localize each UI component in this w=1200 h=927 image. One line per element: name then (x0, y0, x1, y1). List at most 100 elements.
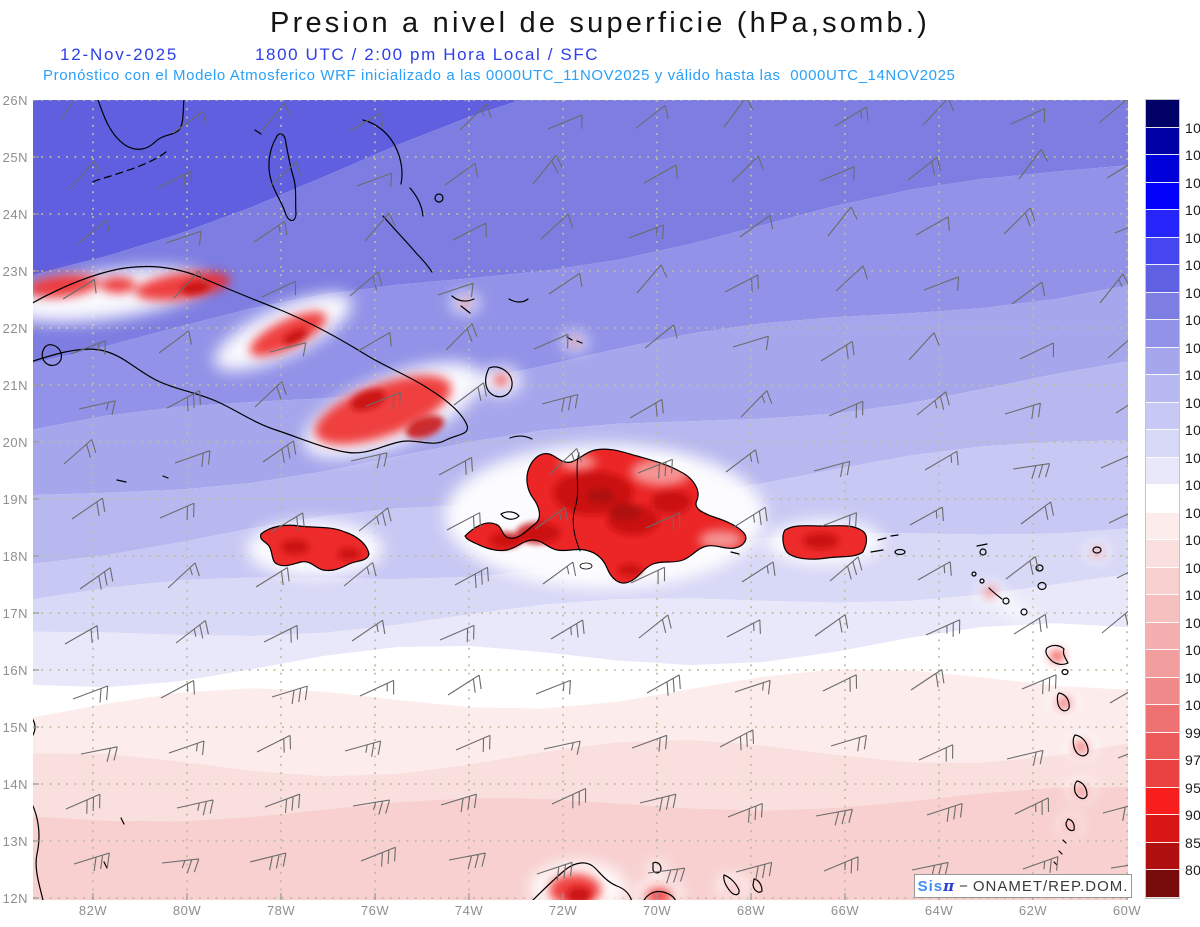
wind-barb (437, 282, 474, 298)
wind-barb (830, 734, 867, 752)
wind-barb (158, 330, 193, 354)
wind-barb (1006, 749, 1044, 766)
wind-barb (814, 614, 849, 637)
wind-barb (263, 625, 299, 643)
eleuthera-coastline (362, 119, 403, 185)
wind-barb (911, 861, 949, 880)
curacao-coastline (723, 874, 740, 896)
colorbar-segment-12 (1146, 430, 1179, 458)
colorbar-label-1008: 1008 (1185, 587, 1200, 604)
wind-barb (548, 272, 583, 295)
wind-barb (455, 734, 491, 753)
wind-barb (249, 852, 287, 871)
pressure-band-11 (33, 786, 1128, 900)
colorbar-segment-11 (1146, 402, 1179, 431)
lake-enriquillo (579, 562, 593, 570)
wind-barb (166, 390, 201, 412)
pressure-band-10 (33, 739, 1128, 822)
providencia-coastline (120, 817, 125, 825)
wind-barb (352, 799, 391, 815)
wind-barb (71, 497, 106, 520)
colorbar-label-1018: 1018 (1185, 367, 1200, 384)
wind-barb (723, 100, 754, 128)
great-inagua-coastline (485, 366, 513, 398)
bimini-coastline (254, 129, 262, 135)
wind-barb (360, 846, 396, 867)
wind-barb (909, 506, 944, 526)
haiti-dr-border (572, 452, 581, 552)
cat-island-coastline (409, 187, 424, 217)
pressure-map-canvas (33, 100, 1128, 900)
colorbar-segment-14 (1146, 485, 1179, 513)
colorbar-segment-2 (1146, 155, 1179, 183)
colorbar-label-1030: 1030 (1185, 202, 1200, 219)
wind-barb (829, 556, 863, 582)
wind-barb (159, 502, 195, 521)
colorbar-segment-28 (1146, 870, 1179, 898)
wind-barb (550, 619, 585, 640)
wind-barb (822, 674, 858, 692)
credit-org: ONAMET/REP.DOM. (972, 877, 1129, 895)
dominica-coastline (1056, 692, 1070, 712)
wind-barb (907, 156, 941, 181)
wind-barb (813, 460, 851, 478)
lat-label-18N: 18N (2, 549, 28, 564)
wind-barb (1013, 613, 1048, 635)
lat-label-14N: 14N (2, 777, 28, 792)
wind-barb (643, 164, 678, 184)
wind-barb (446, 512, 481, 531)
colorbar-segment-9 (1146, 347, 1179, 376)
map-title: Presion a nivel de superficie (hPa,somb.… (270, 7, 930, 39)
wind-barb (639, 793, 677, 812)
colorbar-label-990: 990 (1185, 724, 1200, 741)
lon-label-80W: 80W (172, 903, 202, 918)
lat-label-17N: 17N (2, 606, 28, 621)
colorbar-segment-27 (1146, 842, 1179, 871)
colorbar-segment-24 (1146, 760, 1179, 788)
exuma-chain-coastline (382, 215, 433, 273)
wind-barb (635, 104, 669, 129)
colorbar-label-1028: 1028 (1185, 229, 1200, 246)
colorbar-label-1050: 1050 (1185, 119, 1200, 136)
wind-barb (820, 340, 855, 362)
jamaica-coastline (260, 524, 370, 572)
wind-barb (167, 562, 200, 589)
antigua-coastline (1037, 581, 1047, 591)
wind-barb (918, 744, 954, 762)
low-pressure-red-blobs (33, 271, 1101, 900)
colorbar-label-900: 900 (1185, 807, 1200, 824)
pressure-band-7 (33, 574, 1128, 688)
wind-barb (1010, 108, 1046, 125)
grenadines-coastline (1053, 839, 1067, 866)
run-date: 12-Nov-2025 (60, 45, 179, 64)
lon-label-70W: 70W (642, 903, 672, 918)
lon-label-72W: 72W (548, 903, 578, 918)
colorbar-segment-6 (1146, 265, 1179, 293)
wind-barb (1020, 501, 1055, 525)
wind-barb (547, 114, 583, 130)
colorbar-label-1017: 1017 (1185, 394, 1200, 411)
wind-barb (268, 161, 302, 188)
pressure-colorbar (1145, 99, 1180, 899)
colorbar-segment-21 (1146, 677, 1179, 706)
wind-barb (1098, 100, 1128, 124)
wind-barb (542, 561, 577, 585)
colorbar-label-1013: 1013 (1185, 504, 1200, 521)
st-martin-coastline (979, 548, 987, 556)
wind-barb (1116, 571, 1128, 579)
pressure-map (33, 100, 1128, 900)
wind-barb (827, 206, 858, 237)
colorbar-segment-23 (1146, 732, 1179, 761)
wind-barb (343, 562, 377, 587)
wind-barb (724, 274, 759, 293)
wind-barb (351, 619, 386, 642)
wind-barb (1108, 513, 1128, 524)
colorbar-segment-7 (1146, 292, 1179, 321)
wind-barb (828, 400, 864, 419)
wind-barb (271, 685, 308, 705)
wind-barb (254, 381, 287, 408)
colorbar-segment-4 (1146, 210, 1179, 238)
wind-barb (261, 280, 297, 298)
wind-barb (79, 567, 114, 590)
